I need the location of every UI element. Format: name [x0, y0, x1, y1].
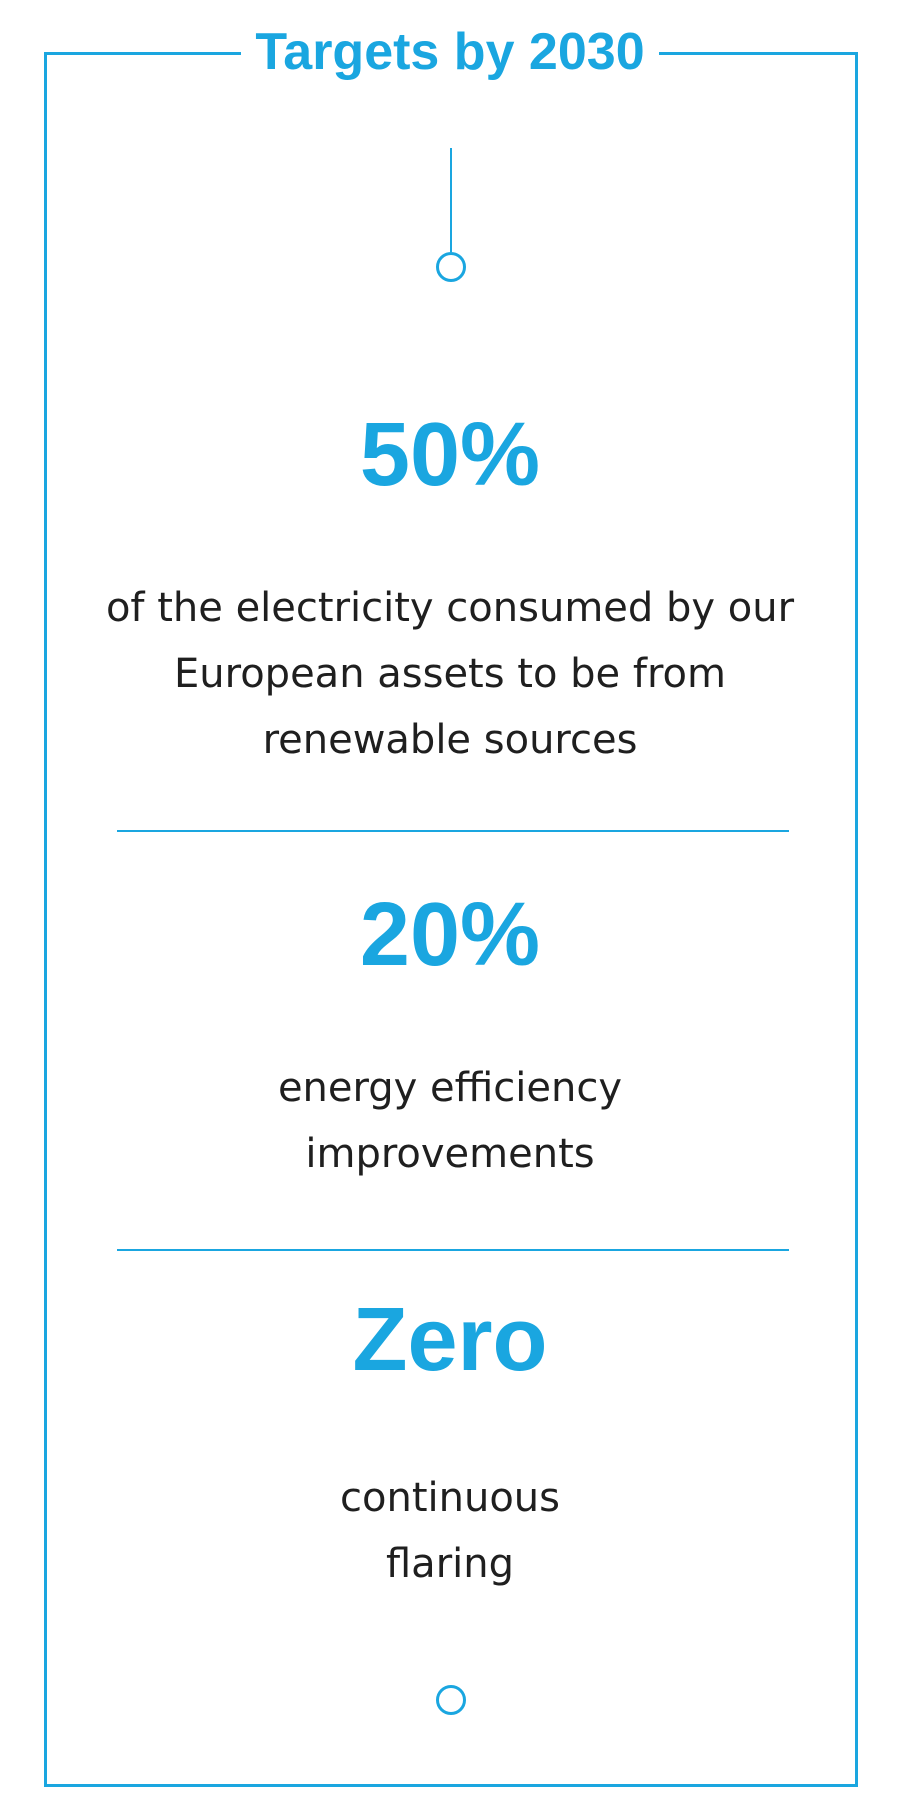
target-description-flaring: continuous flaring: [340, 1475, 560, 1587]
target-description-renewables: of the electricity consumed by our Europ…: [105, 585, 795, 763]
connector-line: [450, 148, 452, 252]
circle-node-icon: [436, 1685, 466, 1715]
target-value-flaring: Zero: [352, 1290, 548, 1390]
target-value-efficiency: 20%: [359, 885, 541, 985]
title-container: Targets by 2030: [0, 20, 900, 84]
page-title: Targets by 2030: [241, 20, 659, 84]
circle-node-icon: [436, 252, 466, 282]
target-description-efficiency: energy efficiency improvements: [277, 1065, 623, 1177]
section-divider: [117, 830, 789, 832]
target-value-renewables: 50%: [359, 405, 541, 505]
section-divider: [117, 1249, 789, 1251]
